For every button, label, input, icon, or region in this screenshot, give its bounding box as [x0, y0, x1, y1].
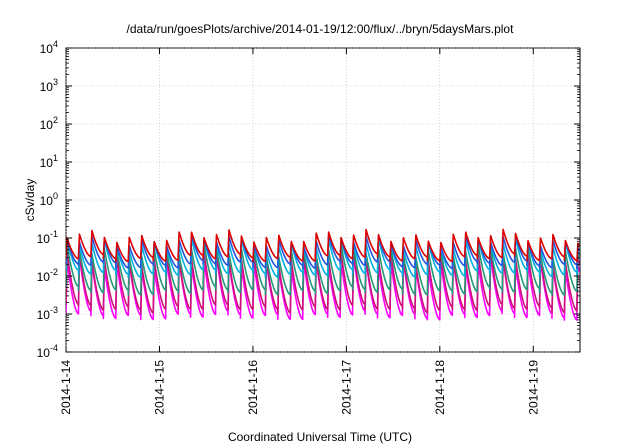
series-line: [66, 233, 580, 270]
y-tick-label: 10-2: [37, 267, 58, 284]
x-tick-label: 2014-1-18: [433, 360, 447, 415]
x-axis-label: Coordinated Universal Time (UTC): [227, 430, 413, 444]
y-tick-label: 103: [40, 77, 58, 94]
x-tick-label: 2014-1-17: [339, 360, 353, 415]
series-line: [66, 228, 580, 263]
y-tick-label: 10-1: [37, 229, 58, 246]
series-line: [66, 250, 580, 314]
series-line: [66, 242, 580, 296]
x-tick-label: 2014-1-19: [526, 360, 540, 415]
y-tick-label: 104: [40, 39, 58, 56]
chart-title: /data/run/goesPlots/archive/2014-01-19/1…: [126, 22, 514, 36]
y-tick-label: 101: [40, 153, 58, 170]
y-tick-label: 10-3: [37, 305, 58, 322]
series-line: [66, 237, 580, 279]
y-tick-label: 100: [40, 191, 58, 208]
x-tick-label: 2014-1-16: [246, 360, 260, 415]
x-tick-label: 2014-1-15: [152, 360, 166, 415]
y-tick-label: 10-4: [37, 343, 58, 360]
y-axis-label: cSv/day: [23, 178, 37, 222]
x-tick-label: 2014-1-14: [59, 360, 73, 415]
series-line: [66, 254, 580, 321]
y-tick-label: 102: [40, 115, 58, 132]
